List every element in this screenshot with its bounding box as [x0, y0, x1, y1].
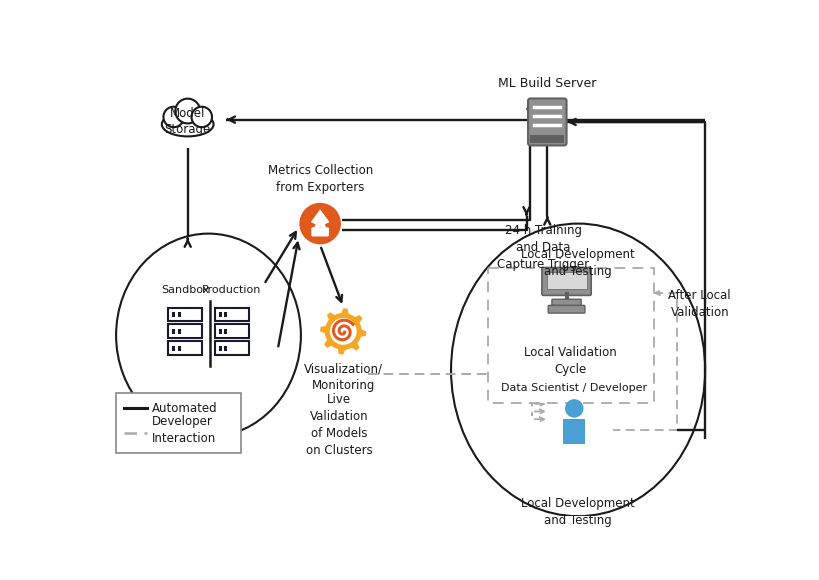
Text: Model
Storage: Model Storage	[165, 107, 210, 136]
Text: Local Development
and Testing: Local Development and Testing	[521, 248, 634, 278]
Bar	[224, 346, 227, 351]
FancyBboxPatch shape	[527, 99, 566, 146]
Circle shape	[564, 399, 583, 418]
Text: SLURM
Clusters: SLURM Clusters	[184, 397, 233, 427]
Polygon shape	[319, 309, 366, 354]
Circle shape	[192, 107, 212, 127]
Text: Visualization/
Monitoring: Visualization/ Monitoring	[303, 362, 382, 392]
Circle shape	[329, 318, 356, 345]
Text: After Local
Validation: After Local Validation	[667, 289, 731, 320]
FancyBboxPatch shape	[551, 299, 581, 306]
FancyBboxPatch shape	[563, 419, 584, 444]
Bar	[172, 329, 175, 334]
Bar	[224, 329, 227, 334]
Text: Data Scientist / Developer: Data Scientist / Developer	[500, 383, 646, 393]
Text: Local Validation
Cycle: Local Validation Cycle	[524, 346, 617, 376]
Text: Sandbox: Sandbox	[161, 285, 210, 295]
Bar	[530, 136, 563, 143]
Text: Metrics Collection
from Exporters: Metrics Collection from Exporters	[267, 164, 373, 194]
Text: Developer
Interaction: Developer Interaction	[152, 415, 215, 445]
FancyBboxPatch shape	[215, 307, 248, 321]
Bar	[487, 269, 653, 403]
Circle shape	[299, 203, 341, 244]
Bar	[172, 311, 175, 317]
Text: Live
Validation
of Models
on Clusters: Live Validation of Models on Clusters	[305, 393, 373, 457]
Ellipse shape	[450, 224, 704, 516]
Ellipse shape	[161, 112, 213, 136]
Text: Local Development
and Testing: Local Development and Testing	[521, 497, 634, 527]
Bar	[546, 272, 586, 289]
Bar	[178, 329, 180, 334]
Polygon shape	[310, 209, 329, 232]
FancyBboxPatch shape	[168, 307, 202, 321]
FancyBboxPatch shape	[311, 227, 328, 237]
Circle shape	[175, 99, 200, 124]
Bar	[178, 311, 180, 317]
Text: Production: Production	[201, 285, 261, 295]
Bar	[218, 311, 221, 317]
Bar	[178, 346, 180, 351]
Ellipse shape	[116, 234, 301, 437]
FancyBboxPatch shape	[168, 324, 202, 338]
FancyBboxPatch shape	[548, 306, 584, 313]
Bar	[218, 346, 221, 351]
Circle shape	[163, 107, 183, 127]
Bar	[172, 346, 175, 351]
Text: ML Build Server: ML Build Server	[497, 77, 595, 90]
FancyBboxPatch shape	[215, 324, 248, 338]
FancyBboxPatch shape	[168, 342, 202, 356]
Bar	[224, 311, 227, 317]
Text: 24 h Training
and Data
Capture Trigger: 24 h Training and Data Capture Trigger	[497, 224, 589, 271]
FancyBboxPatch shape	[541, 267, 590, 295]
Bar	[116, 393, 241, 453]
Text: Automated: Automated	[152, 402, 217, 415]
FancyBboxPatch shape	[215, 342, 248, 356]
Bar	[218, 329, 221, 334]
